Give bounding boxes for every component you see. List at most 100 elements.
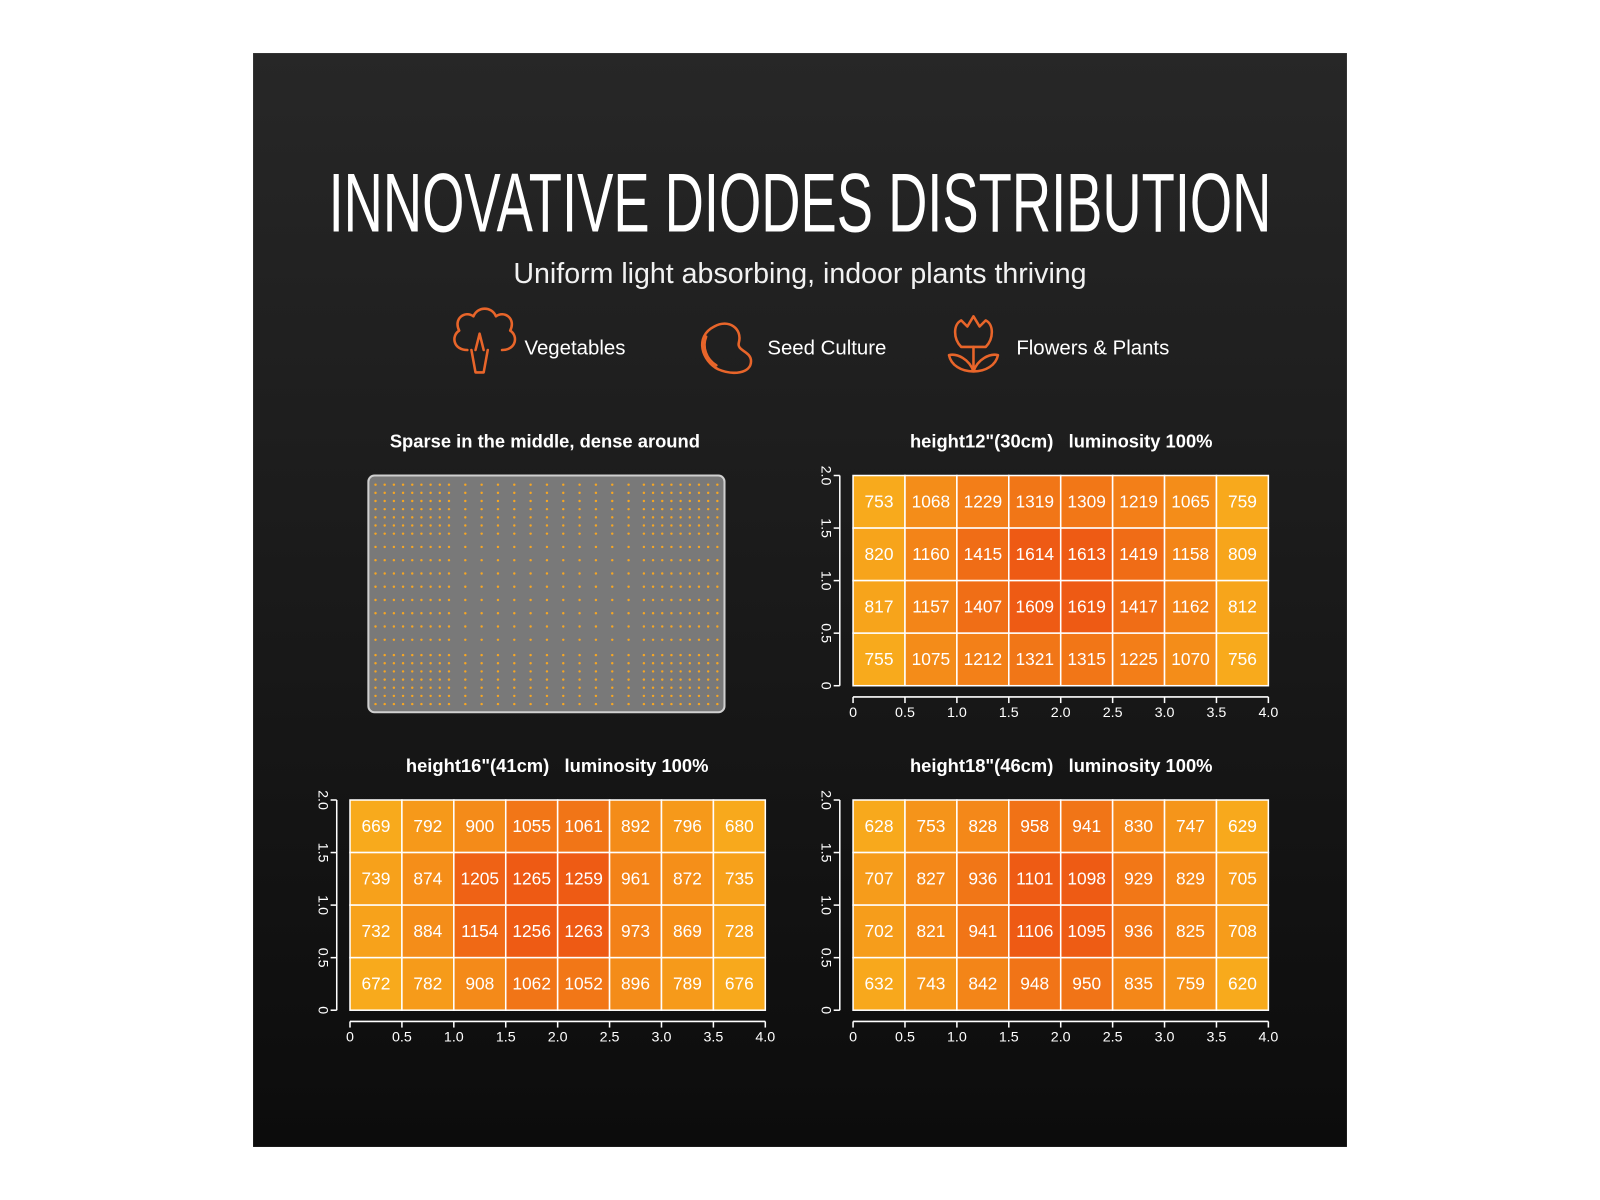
diode	[411, 653, 414, 657]
feature-label: Vegetables	[524, 337, 625, 359]
diode	[578, 638, 581, 642]
diode	[611, 483, 614, 486]
diode	[697, 585, 701, 588]
diode	[661, 598, 664, 602]
diode	[420, 532, 423, 535]
diode	[706, 638, 710, 642]
diode	[679, 678, 682, 681]
diode	[438, 558, 442, 562]
diode	[374, 612, 377, 615]
diode	[697, 598, 701, 602]
diode	[392, 483, 396, 486]
heat-cell	[1163, 474, 1218, 529]
diode	[529, 702, 532, 706]
diode	[706, 491, 710, 495]
diode	[706, 499, 710, 503]
diode	[706, 662, 710, 665]
diode	[716, 499, 719, 503]
chart-title: height12"(30cm) luminosity 100%	[910, 431, 1213, 452]
flower-icon	[947, 315, 1000, 373]
diode	[496, 585, 500, 588]
diode	[627, 702, 630, 706]
diode	[480, 653, 483, 657]
diode	[429, 491, 432, 495]
heat-cell	[712, 851, 767, 906]
cell-value: 820	[865, 544, 894, 564]
diode	[670, 483, 673, 486]
diode	[578, 572, 581, 575]
diode	[716, 678, 719, 681]
diode	[429, 572, 432, 575]
diode	[383, 662, 386, 665]
diode	[594, 499, 598, 503]
diode	[374, 585, 377, 588]
diode	[374, 532, 377, 535]
diode	[438, 585, 442, 588]
diode	[496, 516, 500, 519]
diode	[429, 612, 432, 615]
y-tick-label: 0	[818, 1006, 834, 1014]
diode	[670, 507, 673, 511]
diode	[447, 558, 451, 562]
diode	[661, 686, 664, 689]
diode	[374, 491, 377, 495]
diode	[401, 532, 405, 535]
diode	[480, 638, 483, 642]
diode	[513, 524, 516, 527]
cell-value: 1407	[964, 596, 1003, 616]
diode	[706, 483, 710, 486]
diode	[496, 662, 500, 665]
diode	[661, 524, 664, 527]
diode	[679, 558, 682, 562]
diode	[513, 516, 516, 519]
cell-value: 728	[725, 921, 754, 941]
diode	[562, 625, 565, 628]
diode	[420, 686, 423, 689]
diode	[447, 702, 451, 706]
diode	[706, 524, 710, 527]
diode	[411, 499, 414, 503]
diode	[594, 524, 598, 527]
diode	[578, 491, 581, 495]
diode	[670, 524, 673, 527]
diode	[438, 598, 442, 602]
diode	[578, 483, 581, 486]
heat-cell	[904, 956, 958, 1011]
diode	[545, 686, 549, 689]
diode	[383, 598, 386, 602]
diode	[411, 662, 414, 665]
diode	[670, 670, 673, 673]
diode	[679, 598, 682, 602]
diode	[611, 612, 614, 615]
diode	[627, 499, 630, 503]
x-tick-label: 2.5	[1103, 1030, 1123, 1046]
diode	[411, 558, 414, 562]
diode	[529, 572, 532, 575]
diode	[562, 516, 565, 519]
diode	[627, 653, 630, 657]
diode	[670, 585, 673, 588]
diode	[420, 612, 423, 615]
diode	[496, 653, 500, 657]
diode	[529, 507, 532, 511]
diode	[513, 558, 516, 562]
diode	[545, 702, 549, 706]
cell-value: 756	[1228, 649, 1257, 669]
y-tick-label: 2.0	[315, 790, 331, 810]
diode	[429, 638, 432, 642]
heat-cell	[504, 851, 559, 906]
diode	[651, 598, 655, 602]
diode	[420, 585, 423, 588]
cell-value: 896	[621, 974, 650, 994]
diode	[464, 499, 467, 503]
diode	[627, 662, 630, 665]
diode	[420, 702, 423, 706]
diode	[420, 483, 423, 486]
diode	[411, 702, 414, 706]
diode	[562, 558, 565, 562]
cell-value: 812	[1228, 596, 1257, 616]
x-tick-label: 0	[849, 1030, 857, 1046]
heat-cell	[904, 474, 958, 529]
diode	[651, 653, 655, 657]
diode	[411, 686, 414, 689]
